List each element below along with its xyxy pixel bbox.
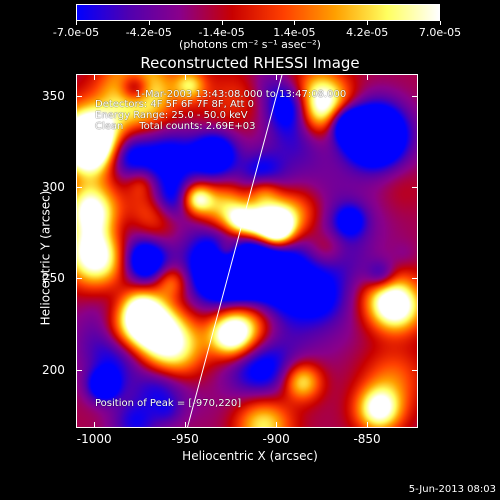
colorbar-tick-label: 1.4e-05	[273, 26, 316, 39]
x-axis-tick	[276, 74, 278, 80]
peak-position-text: Position of Peak = [-970,220]	[95, 398, 242, 409]
colorbar-units-label: (photons cm⁻² s⁻¹ asec⁻²)	[179, 38, 321, 51]
x-tick-label: -1000	[76, 432, 112, 446]
image-title: Reconstructed RHESSI Image	[140, 54, 360, 72]
x-axis-tick	[185, 422, 187, 428]
rhessi-image-plot: 1-Mar-2003 13:43:08.000 to 13:47:08.000 …	[76, 74, 418, 428]
colorbar	[76, 4, 440, 21]
colorbar-tick-label: 4.2e-05	[346, 26, 389, 39]
colorbar-tick	[367, 21, 369, 25]
x-tick-label: -900	[262, 432, 290, 446]
time-range-text: 1-Mar-2003 13:43:08.000 to 13:47:08.000	[135, 89, 347, 100]
y-tick-label: 300	[42, 180, 65, 195]
x-axis-tick	[94, 422, 96, 428]
y-tick-label: 200	[42, 362, 65, 377]
colorbar-tick	[148, 21, 150, 25]
y-axis-tick	[76, 369, 82, 371]
colorbar-tick-label: -4.2e-05	[125, 26, 172, 39]
x-tick-label: -850	[353, 432, 381, 446]
x-tick-label: -950	[171, 432, 199, 446]
x-axis-tick	[94, 74, 96, 80]
y-axis-tick	[76, 187, 82, 189]
colorbar-tick-label: 7.0e-05	[418, 26, 462, 39]
colorbar-tick	[294, 21, 296, 25]
y-axis-tick	[76, 95, 82, 97]
x-axis-tick	[276, 422, 278, 428]
heatmap-canvas	[77, 75, 417, 427]
x-axis-tick	[185, 74, 187, 80]
detectors-text: Detectors: 4F 5F 6F 7F 8F, Att 0	[95, 99, 255, 110]
y-axis-tick	[412, 369, 418, 371]
y-axis-tick	[412, 278, 418, 280]
y-axis-tick	[412, 95, 418, 97]
y-axis-label: Heliocentric Y (arcsec)	[38, 190, 53, 326]
x-axis-tick	[367, 422, 369, 428]
y-tick-label: 250	[42, 271, 65, 286]
timestamp-footer: 5-Jun-2013 08:03	[408, 484, 496, 495]
x-axis-tick	[367, 74, 369, 80]
x-axis-label: Heliocentric X (arcsec)	[182, 449, 318, 463]
limb-line	[187, 75, 283, 427]
colorbar-tick-label: -1.4e-05	[198, 26, 245, 39]
colorbar-tick	[440, 21, 441, 25]
y-tick-label: 350	[42, 88, 65, 103]
colorbar-tick-label: -7.0e-05	[52, 26, 100, 39]
clean-counts-text: Clean Total counts: 2.69E+03	[95, 121, 256, 132]
colorbar-tick	[76, 21, 77, 25]
energy-range-text: Energy Range: 25.0 - 50.0 keV	[95, 110, 248, 121]
y-axis-tick	[412, 187, 418, 189]
colorbar-tick	[221, 21, 223, 25]
y-axis-tick	[76, 278, 82, 280]
